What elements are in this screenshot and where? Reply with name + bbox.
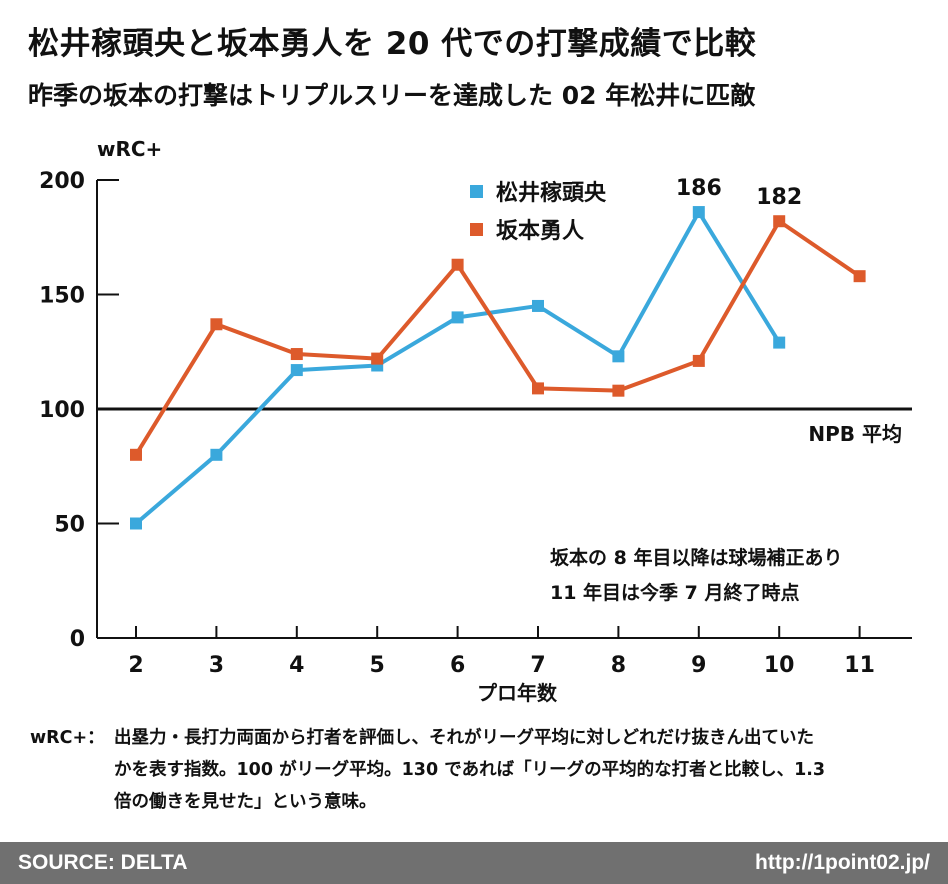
data-point-series-1	[290, 364, 303, 377]
data-point-series-2	[290, 348, 303, 361]
data-point-series-1	[210, 448, 223, 461]
data-point-series-2	[853, 270, 866, 283]
annotation-current-season: 11 年目は今季 7 月終了時点	[550, 582, 800, 604]
x-tick-label: 10	[764, 653, 795, 678]
x-axis-title: プロ年数	[477, 681, 558, 705]
footnote-line-2: かを表す指数。100 がリーグ平均。130 であれば「リーグの平均的な打者と比較…	[114, 760, 826, 780]
y-tick-label: 150	[39, 284, 85, 309]
data-point-series-2	[451, 258, 464, 271]
data-point-series-2	[532, 382, 544, 395]
data-point-series-2	[371, 352, 384, 365]
source-url: http://1point02.jp/	[755, 851, 930, 874]
data-point-series-1	[532, 299, 544, 312]
annotation-park-factor: 坂本の 8 年目以降は球場補正あり	[550, 547, 843, 569]
y-tick-label: 200	[39, 169, 85, 194]
data-point-series-2	[130, 448, 142, 461]
line-chart: 0 50 100 150 200 2 3 4 5 6 7 8 9 10 11 wRC+ プロ年数 NPB 平均 1…	[39, 137, 912, 705]
y-tick-label: 0	[70, 627, 85, 652]
series-line-2	[134, 219, 861, 456]
legend-marker-2	[470, 223, 483, 236]
data-point-series-2	[692, 354, 705, 367]
data-point-series-1	[692, 206, 705, 219]
x-tick-label: 2	[128, 653, 143, 678]
y-axis-title: wRC+	[97, 137, 162, 161]
x-tick-label: 6	[450, 653, 465, 678]
footnote-label: wRC+：	[30, 728, 105, 748]
footer-bar: SOURCE: DELTA http://1point02.jp/	[0, 842, 948, 884]
x-tick-label: 11	[844, 653, 875, 678]
npb-average-label: NPB 平均	[808, 422, 902, 446]
x-tick-label: 7	[530, 653, 545, 678]
chart-title: 松井稼頭央と坂本勇人を 20 代での打撃成績で比較	[28, 26, 757, 62]
data-point-series-1	[773, 336, 786, 349]
x-tick-label: 5	[370, 653, 385, 678]
data-point-series-2	[612, 384, 625, 397]
legend-marker-1	[470, 185, 483, 198]
data-label: 186	[676, 176, 722, 201]
x-tick-label: 3	[209, 653, 224, 678]
source-credit: SOURCE: DELTA	[18, 851, 188, 874]
x-tick-label: 9	[691, 653, 706, 678]
x-tick-label: 4	[289, 653, 304, 678]
chart-subtitle: 昨季の坂本の打撃はトリプルスリーを達成した 02 年松井に匹敵	[28, 81, 756, 110]
legend-label-2: 坂本勇人	[496, 219, 584, 244]
data-point-series-1	[612, 350, 625, 363]
x-tick-label: 8	[611, 653, 626, 678]
data-point-series-2	[773, 215, 786, 228]
data-label: 182	[756, 185, 802, 210]
footnote: wRC+： 出塁力・長打力両面から打者を評価し、それがリーグ平均に対しどれだけ抜き…	[30, 722, 825, 818]
legend-label-1: 松井稼頭央	[496, 180, 607, 206]
data-point-series-1	[130, 517, 142, 530]
y-tick-label: 100	[39, 398, 85, 423]
data-point-series-1	[451, 311, 464, 324]
data-point-series-2	[210, 318, 223, 331]
y-tick-label: 50	[54, 513, 85, 538]
footnote-line-1: 出塁力・長打力両面から打者を評価し、それがリーグ平均に対しどれだけ抜きん出ていた	[114, 728, 814, 748]
footnote-line-3: 倍の働きを見せた」という意味。	[114, 792, 377, 812]
